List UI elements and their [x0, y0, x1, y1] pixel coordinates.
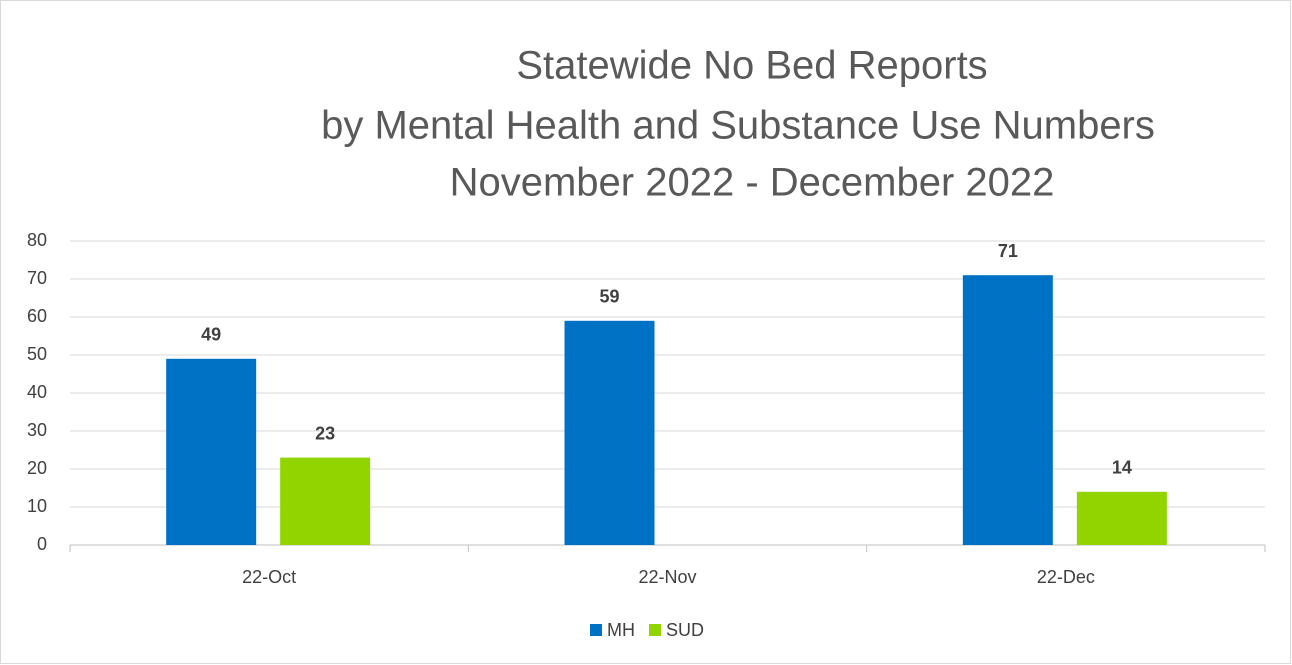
- bar: [564, 320, 655, 545]
- chart-title: November 2022 - December 2022: [450, 161, 1055, 205]
- legend-swatch: [590, 624, 602, 636]
- x-tick-label: 22-Nov: [638, 567, 696, 587]
- y-tick-label: 0: [37, 534, 47, 554]
- bar: [962, 275, 1053, 545]
- data-label: 14: [1112, 458, 1132, 478]
- legend-label: SUD: [666, 620, 704, 640]
- data-label: 23: [315, 423, 335, 443]
- y-tick-label: 40: [27, 382, 47, 402]
- legend-label: MH: [607, 620, 635, 640]
- data-label: 59: [599, 287, 619, 307]
- y-tick-label: 80: [27, 230, 47, 250]
- legend-swatch: [649, 624, 661, 636]
- y-tick-label: 60: [27, 306, 47, 326]
- x-tick-label: 22-Oct: [242, 567, 296, 587]
- chart-title: by Mental Health and Substance Use Numbe…: [321, 104, 1155, 148]
- y-tick-label: 10: [27, 496, 47, 516]
- chart-title: Statewide No Bed Reports: [516, 44, 987, 88]
- y-tick-label: 50: [27, 344, 47, 364]
- bar: [1076, 491, 1167, 545]
- bar: [166, 358, 257, 545]
- y-tick-label: 30: [27, 420, 47, 440]
- data-label: 71: [998, 241, 1018, 261]
- y-tick-label: 70: [27, 268, 47, 288]
- bar: [280, 457, 371, 545]
- data-label: 49: [201, 325, 221, 345]
- y-tick-label: 20: [27, 458, 47, 478]
- x-tick-label: 22-Dec: [1037, 567, 1095, 587]
